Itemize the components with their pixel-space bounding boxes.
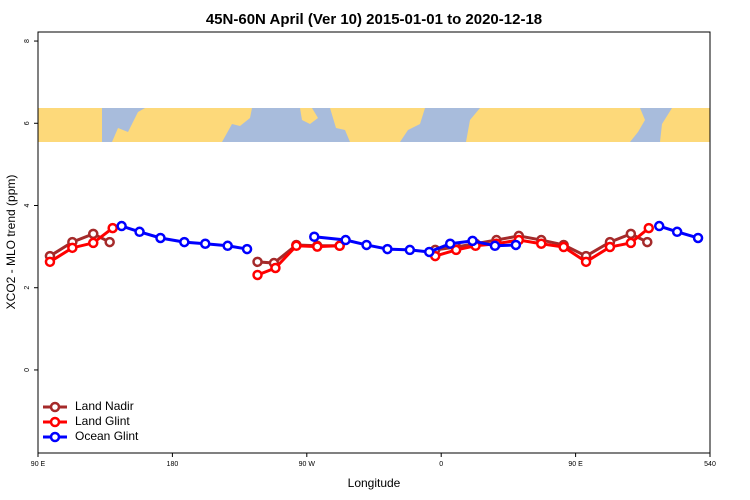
y-tick-label: 2: [24, 286, 31, 290]
point: [558, 241, 569, 253]
point: [309, 231, 320, 242]
point: [361, 239, 372, 251]
y-tick-label: 4: [24, 203, 31, 207]
point: [467, 235, 478, 247]
legend-marker: [49, 416, 61, 428]
point: [444, 238, 456, 249]
point: [653, 220, 665, 232]
point: [252, 269, 263, 281]
x-tick-label: 90 W: [299, 461, 316, 468]
point: [200, 238, 211, 249]
chart-title: 45N-60N April (Ver 10) 2015-01-01 to 202…: [206, 11, 542, 28]
point: [222, 240, 233, 252]
legend-marker: [49, 401, 61, 413]
point: [312, 241, 323, 252]
point: [340, 234, 351, 246]
x-tick-label: 0: [439, 461, 443, 468]
point: [642, 236, 653, 248]
point: [404, 244, 416, 256]
point: [643, 222, 655, 234]
map-band: [38, 108, 710, 142]
point: [382, 243, 393, 255]
point: [88, 237, 99, 249]
point: [291, 240, 302, 252]
point: [334, 240, 345, 252]
legend-label: Land Nadir: [75, 399, 134, 413]
point: [88, 228, 99, 240]
y-tick-label: 8: [24, 39, 31, 43]
plot-frame: [37, 31, 711, 454]
point: [179, 236, 190, 248]
point: [116, 220, 127, 232]
point: [692, 232, 704, 244]
point: [604, 241, 616, 253]
point: [489, 240, 501, 252]
legend-label: Land Glint: [75, 414, 130, 428]
x-tick-label: 90 E: [568, 461, 583, 468]
point: [625, 228, 637, 240]
y-tick-label: 0: [24, 368, 31, 372]
point: [580, 256, 592, 268]
point: [241, 243, 253, 255]
point: [671, 226, 683, 238]
point: [104, 236, 115, 248]
point: [450, 244, 462, 256]
point: [44, 256, 56, 268]
x-tick-label: 180: [167, 461, 179, 468]
y-tick-label: 6: [24, 121, 31, 125]
point: [107, 222, 118, 234]
point: [67, 242, 78, 254]
point: [625, 237, 637, 249]
x-axis-label: Longitude: [348, 476, 401, 490]
point: [252, 256, 263, 268]
point: [134, 226, 145, 238]
point: [536, 238, 547, 249]
x-tick-label: 90 E: [31, 461, 46, 468]
point: [510, 239, 522, 251]
legend-marker: [49, 431, 61, 443]
x-tick-label: 540: [704, 461, 716, 468]
legend-label: Ocean Glint: [75, 429, 139, 443]
point: [270, 262, 281, 274]
y-axis-label: XCO2 - MLO trend (ppm): [4, 175, 18, 310]
point: [155, 232, 166, 244]
point: [424, 246, 435, 258]
